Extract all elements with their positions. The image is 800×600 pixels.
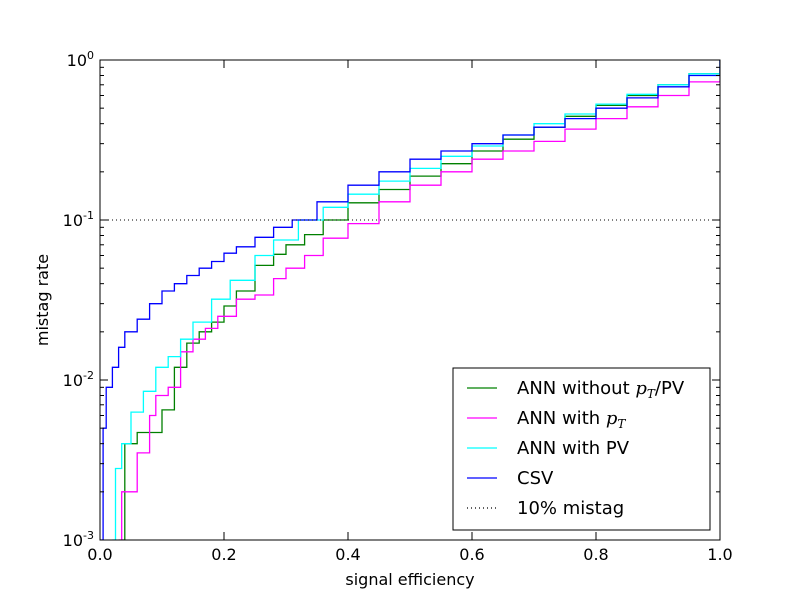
plot-frame: [99, 59, 721, 541]
legend-label-1: ANN with pT: [517, 408, 626, 431]
y-tick-label: 100: [67, 49, 94, 70]
x-tick-label: 0.0: [87, 545, 112, 564]
series-line-1: [118, 60, 720, 540]
series-line-3: [100, 60, 720, 540]
series-layer: [100, 60, 720, 540]
legend-label-3: CSV: [517, 468, 554, 489]
x-tick-label: 0.2: [211, 545, 236, 564]
legend-label-2: ANN with PV: [517, 438, 630, 459]
y-tick-label: 10-3: [63, 529, 94, 550]
y-axis-label: mistag rate: [33, 254, 52, 346]
ticks-layer: 0.0 0.2 0.4 0.6 0.8 1.0 10-3 10-2 10-1 100: [63, 49, 733, 564]
legend-box: [452, 367, 711, 531]
series-line-0: [121, 60, 720, 540]
x-tick-label: 1.0: [707, 545, 732, 564]
legend: ANN without pT/PV ANN with pT ANN with PV C…: [452, 367, 711, 531]
y-tick-label: 10-1: [63, 209, 94, 230]
legend-label-4: 10% mistag: [517, 498, 624, 519]
x-axis-label: signal efficiency: [345, 570, 474, 589]
y-tick-label: 10-2: [63, 369, 94, 390]
x-tick-label: 0.8: [583, 545, 608, 564]
x-tick-label: 0.4: [335, 545, 360, 564]
legend-label-0: ANN without pT/PV: [517, 378, 685, 401]
x-tick-label: 0.6: [459, 545, 484, 564]
